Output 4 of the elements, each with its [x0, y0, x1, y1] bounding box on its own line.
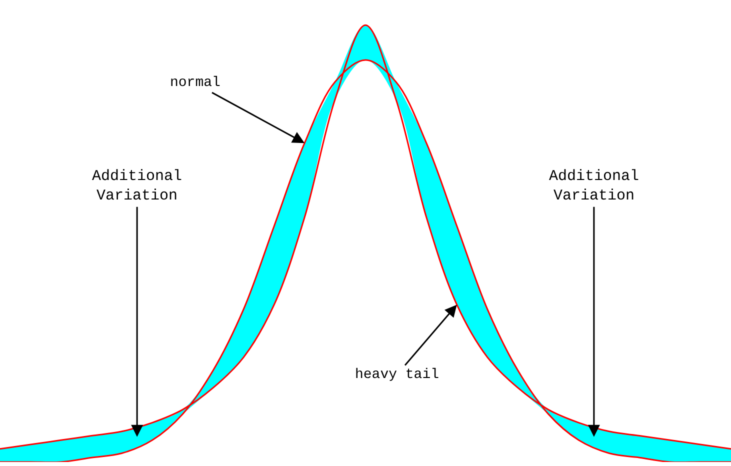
annotation: Additional Variation	[549, 168, 640, 204]
annotation: heavy tail	[355, 367, 440, 383]
annotation: normal	[170, 75, 220, 91]
annotation: Additional Variation	[92, 168, 182, 204]
